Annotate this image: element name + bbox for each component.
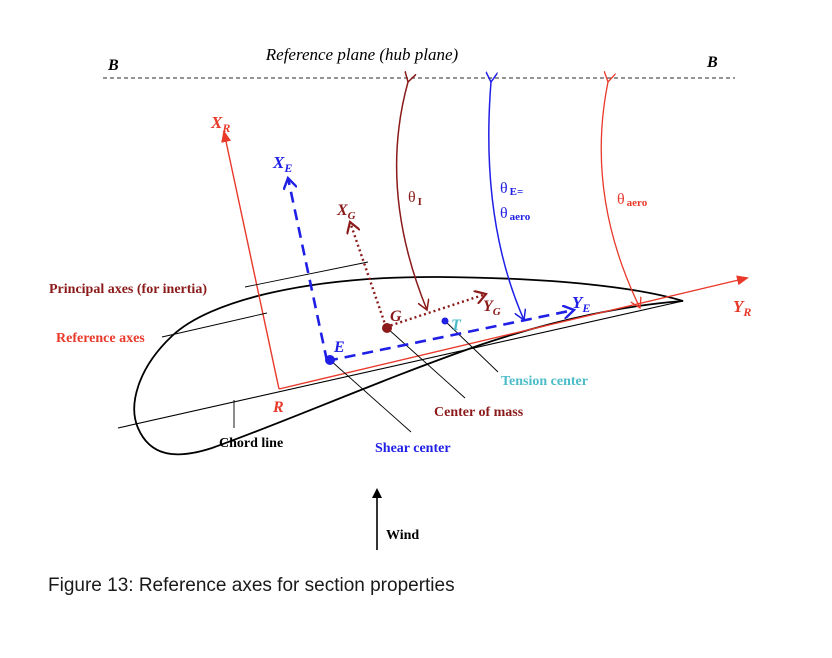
yr-axis-label: YR — [733, 297, 751, 319]
b-left-label: B — [107, 57, 119, 74]
principal-axes-leader — [244, 261, 369, 288]
reference-axis-y — [278, 275, 749, 390]
xr-axis-label: XR — [210, 113, 230, 135]
tension-center-leader — [444, 320, 499, 373]
center-of-mass-leader — [386, 327, 466, 399]
elastic-axis-y — [326, 310, 574, 363]
theta-e-arc — [489, 82, 524, 320]
reference-axis-x — [221, 130, 280, 390]
hub-plane-label: Reference plane (hub plane) — [265, 45, 459, 64]
airfoil-outline — [133, 276, 684, 456]
principal-axes-label: Principal axes (for inertia) — [49, 282, 207, 297]
b-right-label: B — [706, 54, 718, 71]
theta-e-label-line2: θ aero — [500, 205, 531, 223]
theta-i-arc — [395, 82, 427, 310]
xg-axis-label: XG — [336, 202, 356, 222]
ye-axis-label: YE — [572, 293, 590, 315]
reference-axes-leader — [161, 312, 268, 338]
center-of-mass-point — [382, 323, 392, 333]
reference-axes-label: Reference axes — [56, 331, 145, 346]
theta-aero-label: θ aero — [617, 191, 648, 209]
chord-line-label: Chord line — [219, 436, 283, 451]
shear-center-point — [325, 355, 335, 365]
tension-center-label: Tension center — [501, 374, 588, 389]
shear-center-leader — [329, 359, 412, 433]
center-of-mass-label: Center of mass — [434, 405, 524, 420]
wind-label: Wind — [386, 528, 419, 543]
theta-aero-arc — [600, 82, 640, 308]
elastic-axis-x — [288, 178, 329, 362]
point-g-label: G — [390, 308, 402, 325]
point-t-label: T — [451, 317, 462, 334]
figure-caption: Figure 13: Reference axes for section pr… — [48, 575, 455, 596]
shear-center-label: Shear center — [375, 441, 451, 456]
theta-e-label-line1: θ E= — [500, 180, 523, 198]
yg-axis-label: YG — [483, 298, 501, 318]
inertia-axis-x — [350, 222, 388, 328]
tension-center-point — [441, 317, 449, 325]
xe-axis-label: XE — [272, 153, 292, 175]
point-r-label: R — [272, 399, 284, 416]
chord-line — [117, 300, 684, 429]
point-e-label: E — [333, 339, 345, 356]
